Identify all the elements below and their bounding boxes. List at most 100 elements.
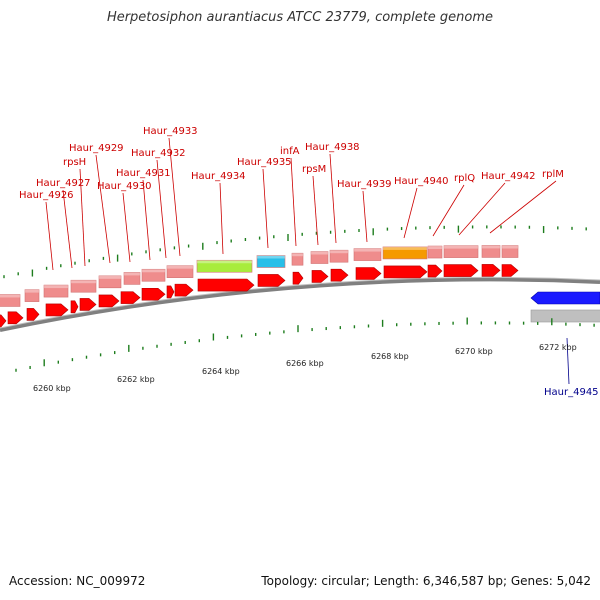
label-leader xyxy=(290,157,297,247)
gene-arrow xyxy=(443,264,479,277)
label-leader-reverse xyxy=(566,337,570,385)
feature-box xyxy=(166,265,194,278)
gene-arrow xyxy=(257,274,286,287)
feature-box xyxy=(310,251,329,264)
feature-box xyxy=(196,259,253,273)
feature-box-shine xyxy=(292,253,303,257)
gene-label[interactable]: rpsM xyxy=(302,164,326,175)
gene-arrow xyxy=(292,271,304,285)
genome-backbone xyxy=(0,277,600,332)
gene-track xyxy=(0,264,519,328)
label-leader xyxy=(219,182,224,255)
gene-arrow xyxy=(45,303,69,317)
scale-label: 6272 kbp xyxy=(539,343,577,352)
gene-arrow xyxy=(355,267,382,280)
tick-track-top xyxy=(3,225,587,279)
genome-summary-text: Topology: circular; Length: 6,346,587 bp… xyxy=(261,574,591,588)
feature-box xyxy=(353,248,382,261)
gene-arrow xyxy=(79,298,97,311)
gene-label[interactable]: infA xyxy=(280,146,300,157)
label-leader xyxy=(432,184,465,237)
gene-arrow xyxy=(311,270,329,283)
gene-arrow xyxy=(141,287,166,301)
map-title: Herpetosiphon aurantiacus ATCC 23779, co… xyxy=(106,10,494,25)
label-leader xyxy=(312,175,319,246)
feature-box xyxy=(123,272,141,285)
gene-label[interactable]: Haur_4929 xyxy=(69,143,124,154)
label-leader xyxy=(95,154,111,264)
label-leader xyxy=(168,137,181,257)
feature-box-shine xyxy=(142,269,165,273)
gene-label[interactable]: Haur_4940 xyxy=(394,176,449,187)
label-leader xyxy=(79,168,86,267)
gene-arrow xyxy=(330,268,349,282)
genome-backbone-highlight xyxy=(0,276,600,329)
label-leader xyxy=(458,182,506,236)
feature-box xyxy=(256,255,286,268)
scale-label: 6266 kbp xyxy=(286,359,324,368)
label-leader xyxy=(403,187,418,239)
gene-label[interactable]: Haur_4932 xyxy=(131,148,186,159)
gene-arrow xyxy=(0,314,7,328)
feature-box-shine xyxy=(354,248,381,252)
gene-arrow xyxy=(481,264,501,277)
gene-label-reverse[interactable]: Haur_4945 xyxy=(544,387,599,398)
gene-label[interactable]: Haur_4927 xyxy=(36,178,91,189)
feature-box-shine xyxy=(257,255,285,259)
gene-arrow xyxy=(26,308,40,321)
tick-track-bottom xyxy=(15,317,595,372)
label-leader xyxy=(362,190,368,243)
gene-arrow xyxy=(174,283,194,297)
scale-label: 6268 kbp xyxy=(371,352,409,361)
feature-box-reverse xyxy=(530,309,600,323)
feature-box-shine xyxy=(71,280,96,284)
feature-box-shine xyxy=(428,246,442,250)
gene-arrow xyxy=(166,285,175,299)
feature-box-shine xyxy=(444,245,478,249)
gene-arrow xyxy=(120,291,141,304)
accession-text: Accession: NC_009972 xyxy=(9,574,146,588)
scale-label: 6270 kbp xyxy=(455,347,493,356)
gene-arrow-reverse xyxy=(530,291,600,305)
gene-arrow xyxy=(70,300,79,314)
gene-label[interactable]: Haur_4938 xyxy=(305,142,360,153)
feature-box xyxy=(24,289,40,302)
reverse-track xyxy=(530,291,600,323)
label-leader xyxy=(45,201,54,271)
label-leader xyxy=(156,159,167,259)
reverse-gene-labels: Haur_4945 xyxy=(544,387,599,398)
feature-box-shine xyxy=(99,275,121,279)
gene-label[interactable]: Haur_4934 xyxy=(191,171,246,182)
feature-box-shine xyxy=(44,285,68,289)
feature-box-shine xyxy=(502,245,518,249)
gene-label[interactable]: Haur_4942 xyxy=(481,171,536,182)
gene-label[interactable]: rpsH xyxy=(63,157,86,168)
feature-box-shine xyxy=(0,294,20,298)
gene-label[interactable]: rplQ xyxy=(454,173,475,184)
gene-label[interactable]: Haur_4930 xyxy=(97,181,152,192)
scale-label: 6264 kbp xyxy=(202,367,240,376)
gene-label[interactable]: Haur_4935 xyxy=(237,157,292,168)
label-leader xyxy=(122,192,131,263)
feature-box xyxy=(481,245,501,258)
feature-box-shine xyxy=(25,289,39,293)
label-leader xyxy=(142,179,151,261)
gene-arrow xyxy=(7,311,24,325)
feature-box-shine xyxy=(330,250,348,254)
feature-box xyxy=(443,245,479,258)
gene-label[interactable]: Haur_4939 xyxy=(337,179,392,190)
gene-arrow xyxy=(501,264,519,277)
gene-label[interactable]: Haur_4933 xyxy=(143,126,198,137)
gene-label[interactable]: rplM xyxy=(542,169,564,180)
feature-box-shine xyxy=(124,272,140,276)
gene-arrow xyxy=(98,294,120,308)
scale-label: 6262 kbp xyxy=(117,375,155,384)
feature-box xyxy=(141,268,166,282)
feature-box xyxy=(329,249,349,263)
gene-label[interactable]: Haur_4931 xyxy=(116,168,171,179)
feature-box xyxy=(382,246,428,260)
gene-label[interactable]: Haur_4926 xyxy=(19,190,74,201)
label-leader xyxy=(489,180,557,234)
feature-box-shine xyxy=(167,265,193,269)
